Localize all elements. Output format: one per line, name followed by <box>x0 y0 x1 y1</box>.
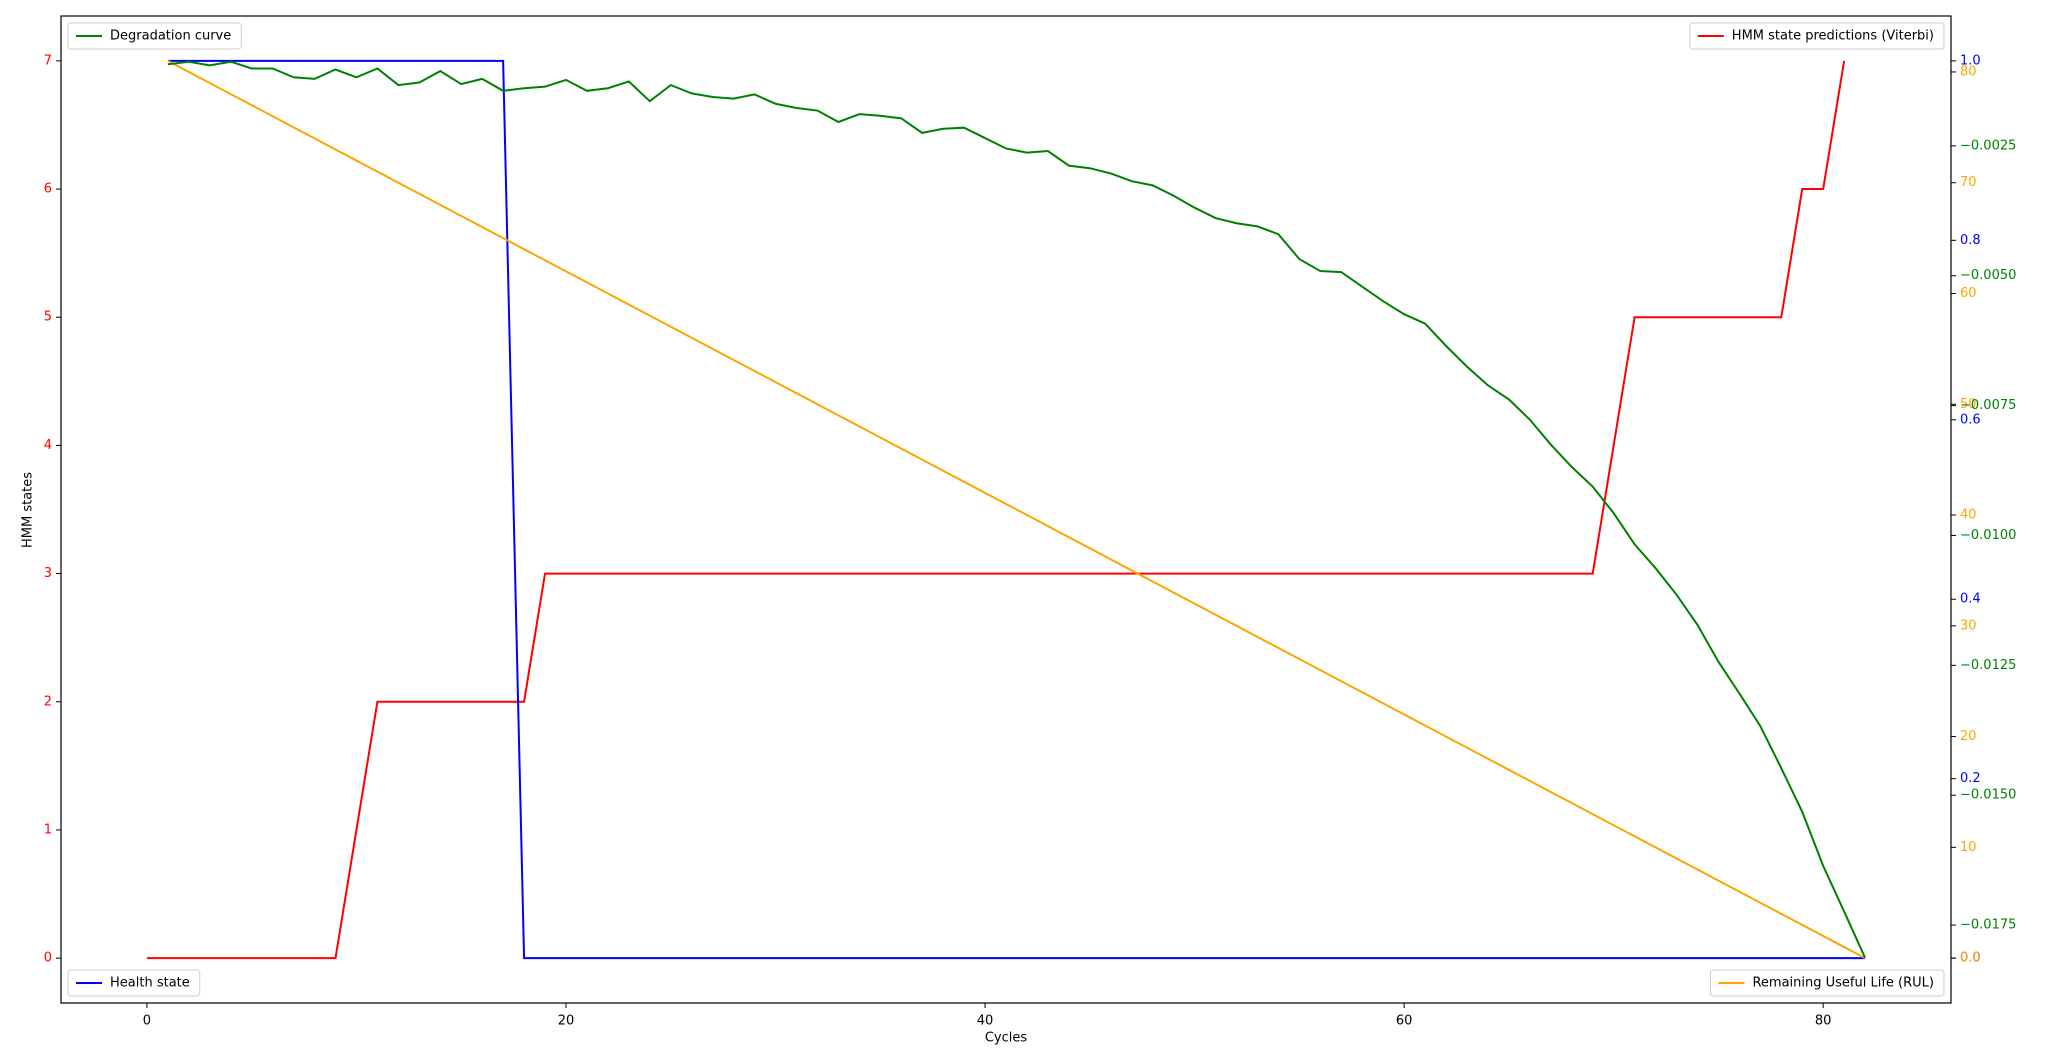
y3-tick-label: 50 <box>1960 397 1977 412</box>
legend-label: Degradation curve <box>110 29 231 44</box>
y3-tick-label: 60 <box>1960 286 1977 301</box>
legend: HMM state predictions (Viterbi) <box>1689 22 1945 50</box>
legend: Health state <box>67 969 201 997</box>
plot-frame <box>60 15 1952 1004</box>
legend: Degradation curve <box>67 22 242 50</box>
y3-tick-label: 0.0 <box>1960 951 1981 966</box>
y4-tick-label: −0.0075 <box>1960 398 2016 413</box>
y-axis-label: HMM states <box>21 472 36 548</box>
x-axis-label: Cycles <box>985 1031 1028 1046</box>
y3-tick-label: 40 <box>1960 508 1977 523</box>
y2-tick-label: 0.4 <box>1960 592 1981 607</box>
y-tick-label: 1 <box>44 822 52 837</box>
y2-tick-label: 1.0 <box>1960 53 1981 68</box>
y4-tick-label: −0.0175 <box>1960 918 2016 933</box>
y2-tick-label: 0.2 <box>1960 771 1981 786</box>
legend-label: HMM state predictions (Viterbi) <box>1732 29 1934 44</box>
y3-tick-label: 70 <box>1960 175 1977 190</box>
y-tick-label: 0 <box>44 951 52 966</box>
y2-tick-label: 0.6 <box>1960 412 1981 427</box>
legend-label: Health state <box>110 976 190 991</box>
y4-tick-label: −0.0150 <box>1960 788 2016 803</box>
y2-tick-label: 0.8 <box>1960 233 1981 248</box>
y3-tick-label: 30 <box>1960 618 1977 633</box>
x-tick-label: 0 <box>143 1014 151 1029</box>
y-tick-label: 7 <box>44 53 52 68</box>
y4-tick-label: −0.0050 <box>1960 268 2016 283</box>
y2-tick-label: 0.0 <box>1960 951 1981 966</box>
legend-box <box>67 22 242 50</box>
y3-tick-label: 80 <box>1960 64 1977 79</box>
y4-tick-label: −0.0125 <box>1960 658 2016 673</box>
y4-tick-label: −0.0025 <box>1960 138 2016 153</box>
x-tick-label: 60 <box>1396 1014 1413 1029</box>
series-line <box>146 60 1846 960</box>
legend-box <box>1689 22 1945 50</box>
x-tick-label: 80 <box>1815 1014 1832 1029</box>
series-line <box>167 59 1866 960</box>
x-tick-label: 40 <box>977 1014 994 1029</box>
y4-tick-label: −0.0100 <box>1960 528 2016 543</box>
series-line <box>167 59 1866 960</box>
y-tick-label: 5 <box>44 310 52 325</box>
y-tick-label: 2 <box>44 694 52 709</box>
legend-box <box>1709 969 1945 997</box>
legend: Remaining Useful Life (RUL) <box>1709 969 1945 997</box>
y3-tick-label: 10 <box>1960 840 1977 855</box>
y3-tick-label: 20 <box>1960 729 1977 744</box>
x-tick-label: 20 <box>558 1014 575 1029</box>
legend-box <box>67 969 201 997</box>
y-tick-label: 3 <box>44 566 52 581</box>
series-line <box>167 60 1867 959</box>
legend-label: Remaining Useful Life (RUL) <box>1752 976 1934 991</box>
y-tick-label: 4 <box>44 438 52 453</box>
y-tick-label: 6 <box>44 182 52 197</box>
